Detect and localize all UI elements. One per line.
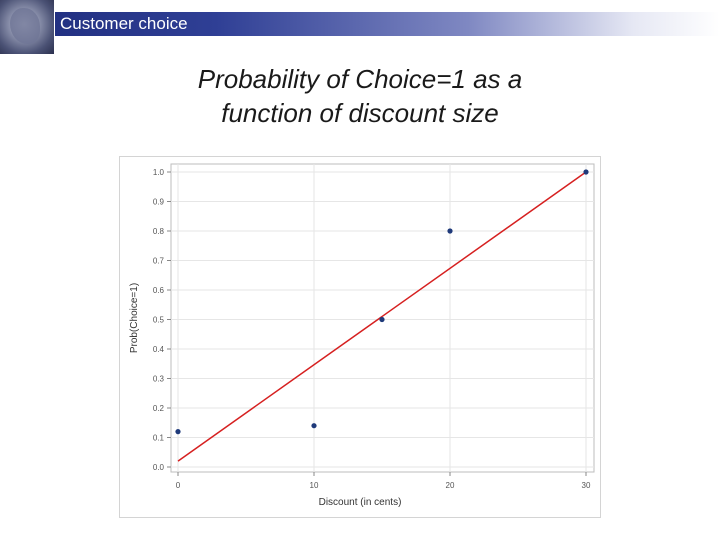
slide-title-line-1: Probability of Choice=1 as a	[197, 64, 523, 94]
logo-shape	[10, 8, 40, 44]
fit-line	[177, 171, 587, 462]
y-tick-label: 0.7	[153, 257, 165, 266]
grid-lines	[167, 164, 594, 476]
data-series	[175, 169, 589, 462]
y-tick-labels: 0.0 0.1 0.2 0.3 0.4 0.5 0.6 0.7 0.8 0.9 1.0	[153, 168, 165, 472]
y-tick-label: 0.4	[153, 345, 165, 354]
data-point	[583, 169, 589, 175]
plot-frame: 0.0 0.1 0.2 0.3 0.4 0.5 0.6 0.7 0.8 0.9 1.0 0 10 20 3…	[119, 156, 601, 518]
y-tick-label: 1.0	[153, 168, 165, 177]
y-tick-label: 0.3	[153, 375, 165, 384]
data-point	[379, 316, 385, 323]
x-tick-label: 10	[310, 481, 319, 490]
data-point	[311, 423, 317, 429]
y-axis-label: Prob(Choice=1)	[129, 283, 140, 353]
x-tick-labels: 0 10 20 30	[176, 481, 591, 490]
scatter-chart: 0.0 0.1 0.2 0.3 0.4 0.5 0.6 0.7 0.8 0.9 1.0 0 10 20 3…	[129, 163, 595, 508]
x-tick-label: 0	[176, 481, 181, 490]
y-tick-label: 0.2	[153, 404, 165, 413]
y-tick-label: 0.5	[153, 316, 165, 325]
header-title: Customer choice	[60, 14, 188, 33]
slide-title-line-2: function of discount size	[221, 98, 499, 128]
y-tick-label: 0.9	[153, 198, 165, 207]
x-axis-label: Discount (in cents)	[319, 497, 402, 508]
data-point	[447, 228, 453, 234]
slide-title: Probability of Choice=1 as a function of…	[0, 62, 720, 130]
y-tick-label: 0.6	[153, 286, 165, 295]
y-tick-label: 0.8	[153, 227, 165, 236]
x-tick-label: 20	[446, 481, 455, 490]
data-point	[175, 429, 181, 435]
y-tick-label: 0.1	[153, 434, 165, 443]
y-tick-label: 0.0	[153, 463, 165, 472]
x-tick-label: 30	[582, 481, 591, 490]
header-bar	[0, 12, 720, 36]
seal-logo-icon	[0, 0, 55, 54]
